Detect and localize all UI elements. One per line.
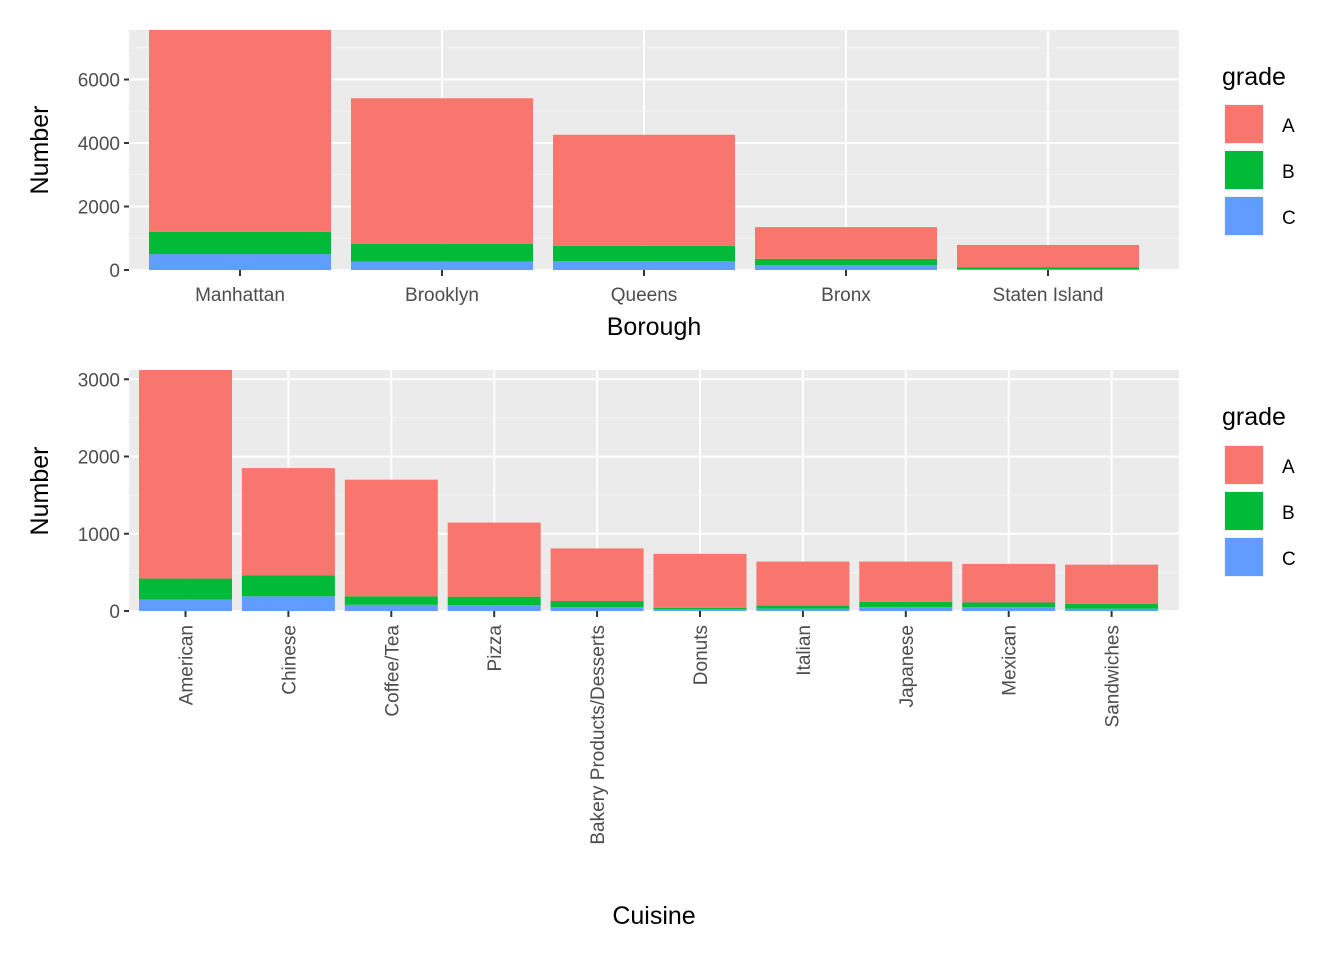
x-tick-label: Bakery Products/Desserts [588, 625, 609, 845]
bar-c-american [139, 599, 232, 611]
legend: grade A B C [1222, 403, 1296, 577]
x-tick-label: Chinese [279, 625, 300, 695]
x-axis-title: Borough [607, 313, 702, 341]
bar-b-manhattan [149, 231, 331, 255]
bar-b-american [139, 578, 232, 600]
bar-c-japanese [859, 607, 953, 611]
y-tick-label: 6000 [78, 71, 120, 92]
bar-b-chinese [241, 575, 335, 597]
x-tick-label: Manhattan [195, 285, 285, 306]
bar-a-pizza [447, 522, 541, 597]
y-tick-label: 2000 [78, 448, 120, 469]
bar-b-brooklyn [351, 243, 533, 262]
bar-a-sandwiches [1065, 564, 1159, 605]
legend-title: grade [1222, 63, 1286, 91]
bar-a-italian [756, 561, 850, 606]
bar-a-brooklyn [351, 98, 533, 244]
bar-c-bakery-products-desserts [550, 607, 644, 611]
x-tick-label: American [177, 625, 198, 705]
legend-key-b [1225, 492, 1263, 530]
bar-a-manhattan [149, 30, 331, 232]
legend-label-a: A [1282, 457, 1295, 478]
x-tick-label: Pizza [485, 625, 506, 672]
bar-c-brooklyn [351, 261, 533, 270]
bar-a-mexican [962, 563, 1056, 603]
legend-label-a: A [1282, 116, 1295, 137]
bar-c-coffee-tea [344, 604, 438, 611]
x-tick-label: Mexican [1000, 625, 1021, 696]
bar-b-japanese [859, 601, 953, 608]
bar-b-coffee-tea [344, 596, 438, 605]
bar-b-staten-island [957, 267, 1139, 270]
y-axis-title: Number [26, 106, 54, 195]
bar-a-queens [553, 134, 735, 246]
x-tick-label: Donuts [691, 625, 712, 685]
bar-b-bakery-products-desserts [550, 600, 644, 608]
x-tick-label: Staten Island [993, 285, 1104, 306]
y-tick-label: 0 [109, 602, 120, 623]
bar-a-chinese [241, 468, 335, 576]
bar-c-chinese [241, 596, 335, 611]
y-tick-label: 3000 [78, 370, 120, 391]
y-tick-label: 0 [109, 261, 120, 282]
bar-b-mexican [962, 602, 1056, 608]
x-tick-label: Japanese [897, 625, 918, 707]
y-axis-title: Number [26, 447, 54, 536]
legend-label-c: C [1282, 549, 1296, 570]
bar-a-bakery-products-desserts [550, 548, 644, 601]
bar-b-sandwiches [1065, 604, 1159, 609]
bar-a-coffee-tea [344, 479, 438, 597]
bar-c-mexican [962, 607, 1056, 611]
bar-a-donuts [653, 553, 747, 608]
y-tick-label: 2000 [78, 198, 120, 219]
x-axis-title: Cuisine [612, 902, 695, 930]
bar-c-queens [553, 261, 735, 270]
legend-key-c [1225, 538, 1263, 576]
bar-b-italian [756, 605, 850, 609]
bar-c-bronx [755, 265, 937, 270]
bar-c-italian [756, 608, 850, 611]
x-tick-label: Brooklyn [405, 285, 479, 306]
legend-label-b: B [1282, 162, 1295, 183]
legend: grade A B C [1222, 63, 1296, 236]
bar-b-bronx [755, 258, 937, 266]
bar-b-pizza [447, 596, 541, 606]
legend-key-b [1225, 151, 1263, 189]
bar-c-sandwiches [1065, 608, 1159, 611]
bar-a-bronx [755, 227, 937, 259]
y-tick-label: 4000 [78, 134, 120, 155]
legend-key-c [1225, 197, 1263, 235]
bar-b-donuts [653, 607, 747, 610]
x-tick-label: Bronx [821, 285, 871, 306]
bar-a-japanese [859, 561, 953, 602]
bar-c-staten-island [957, 269, 1139, 270]
x-tick-label: Coffee/Tea [382, 625, 403, 717]
x-tick-label: Sandwiches [1103, 625, 1124, 727]
legend-key-a [1225, 105, 1263, 143]
chart-1: 0 2000 4000 6000 Manhattan Brooklyn Queens Bron… [26, 30, 1296, 341]
legend-label-b: B [1282, 503, 1295, 524]
chart-2: 0 1000 2000 3000 American Chinese Coffee/Tea Pi… [26, 370, 1296, 930]
legend-title: grade [1222, 403, 1286, 431]
x-tick-label: Italian [794, 625, 815, 676]
legend-label-c: C [1282, 208, 1296, 229]
bar-c-pizza [447, 605, 541, 611]
x-tick-label: Queens [611, 285, 678, 306]
bar-b-queens [553, 245, 735, 262]
bar-a-staten-island [957, 244, 1139, 268]
bar-c-donuts [653, 609, 747, 611]
legend-key-a [1225, 446, 1263, 484]
bar-c-manhattan [149, 254, 331, 270]
bar-a-american [139, 370, 232, 579]
y-tick-label: 1000 [78, 525, 120, 546]
